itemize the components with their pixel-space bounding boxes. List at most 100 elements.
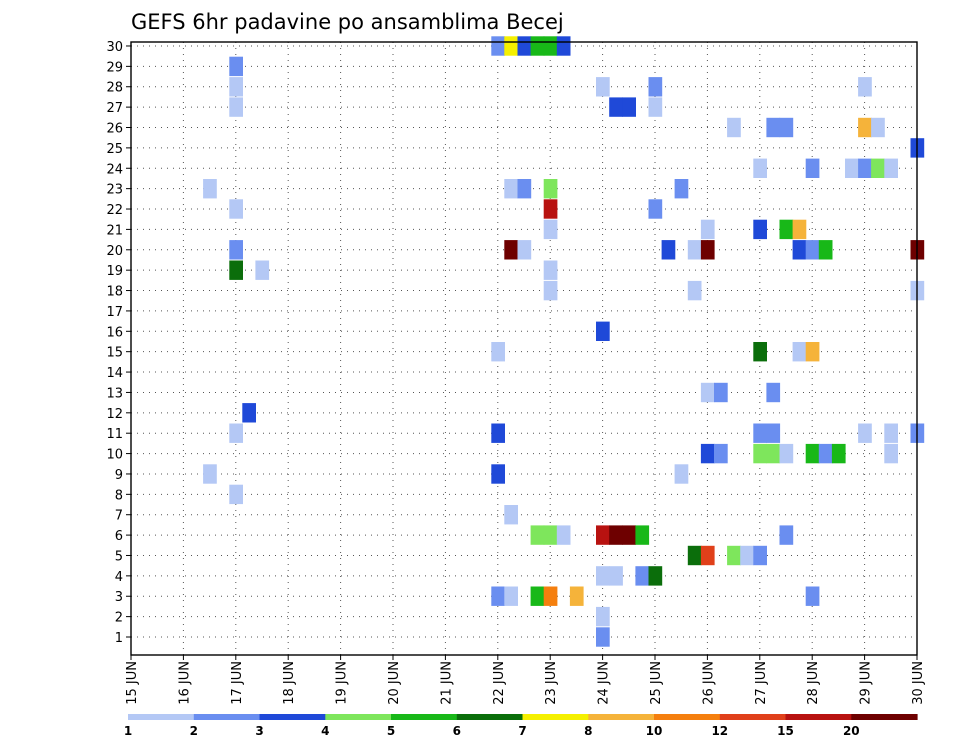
data-cell [543, 280, 558, 301]
data-cell [229, 97, 243, 117]
colorbar-label: 5 [387, 724, 395, 738]
y-tick-label: 27 [106, 101, 123, 116]
colorbar-swatch [193, 714, 261, 720]
colorbar-label: 3 [255, 724, 263, 738]
x-tick-label: 16 JUN [177, 661, 192, 705]
data-cell [661, 240, 676, 260]
colorbar-swatch [391, 714, 458, 720]
data-cell [753, 342, 767, 362]
data-cell [884, 158, 898, 178]
plot-area-background [131, 42, 917, 655]
y-tick-label: 3 [115, 590, 123, 605]
data-cell [609, 97, 623, 117]
data-cell [569, 586, 584, 606]
data-cell [687, 280, 702, 301]
data-cell [766, 382, 781, 403]
colorbar-swatch [522, 714, 589, 720]
data-cell [596, 77, 610, 97]
data-cell [727, 117, 741, 138]
data-cell [229, 77, 243, 97]
y-tick-label: 18 [106, 285, 123, 300]
data-cell [203, 179, 217, 199]
data-cell [543, 260, 558, 280]
y-tick-label: 20 [106, 244, 123, 259]
data-cell [805, 586, 820, 606]
data-cell [648, 77, 663, 97]
data-cell [491, 342, 505, 362]
colorbar-swatch [325, 714, 392, 720]
colorbar-label: 12 [711, 724, 728, 738]
colorbar-label: 4 [321, 724, 329, 738]
y-tick-label: 22 [106, 203, 123, 218]
y-tick-label: 29 [106, 60, 123, 75]
y-tick-label: 12 [106, 407, 123, 422]
data-cell [504, 240, 518, 260]
data-cell [858, 423, 872, 443]
data-cell [517, 240, 532, 260]
data-cell [596, 627, 610, 647]
data-cell [543, 179, 558, 199]
data-cell [504, 586, 518, 606]
x-tick-label: 30 JUN [911, 661, 926, 705]
data-cell [530, 525, 545, 545]
data-cell [792, 240, 807, 260]
y-tick-label: 9 [115, 468, 123, 483]
y-tick-label: 23 [106, 183, 123, 198]
x-tick-label: 21 JUN [439, 661, 454, 705]
data-cell [622, 97, 636, 117]
data-cell [543, 586, 558, 606]
data-cell [203, 464, 217, 484]
data-cell [635, 525, 650, 545]
x-tick-label: 29 JUN [859, 661, 874, 705]
data-cell [648, 199, 663, 219]
data-cell [871, 117, 885, 138]
data-cell [753, 545, 767, 566]
colorbar-label: 15 [777, 724, 794, 738]
data-cell [255, 260, 270, 280]
data-cell [543, 219, 558, 240]
data-cell [504, 179, 518, 199]
y-tick-label: 21 [106, 223, 123, 238]
data-cell [530, 586, 545, 606]
data-cell [818, 240, 833, 260]
data-cell [530, 36, 545, 56]
y-tick-label: 28 [106, 81, 123, 96]
data-cell [805, 443, 820, 464]
plot-frame [130, 41, 918, 656]
colorbar-swatch [259, 714, 326, 720]
data-cell [229, 199, 243, 219]
colorbar-label: 10 [646, 724, 663, 738]
data-cell [700, 382, 715, 403]
data-cell [543, 525, 558, 545]
data-cell [766, 423, 781, 443]
colorbar-label: 8 [584, 724, 592, 738]
data-cell [818, 443, 833, 464]
data-cell [714, 443, 728, 464]
data-cell [229, 240, 243, 260]
data-cell [517, 36, 532, 56]
data-cell [609, 525, 623, 545]
colorbar-swatch [588, 714, 655, 720]
data-cell [229, 423, 243, 443]
y-tick-label: 17 [106, 305, 123, 320]
data-cell [543, 36, 558, 56]
data-cell [858, 77, 872, 97]
data-cell [491, 423, 505, 443]
data-cell [700, 545, 715, 566]
data-cell [779, 219, 794, 240]
data-cell [831, 443, 846, 464]
data-cell [779, 117, 794, 138]
y-tick-label: 15 [106, 346, 123, 361]
colorbar: 1 2 3 4 5 6 7 8 10 12 15 20 [124, 714, 918, 738]
data-cell [229, 260, 243, 280]
y-tick-label: 10 [106, 448, 123, 463]
x-tick-label: 22 JUN [492, 661, 507, 705]
colorbar-label: 2 [190, 724, 198, 738]
x-tick-label: 28 JUN [806, 661, 821, 705]
data-cell [556, 36, 571, 56]
colorbar-label: 6 [453, 724, 461, 738]
y-tick-label: 24 [106, 162, 123, 177]
x-tick-label: 23 JUN [544, 661, 559, 705]
colorbar-swatch [654, 714, 721, 720]
